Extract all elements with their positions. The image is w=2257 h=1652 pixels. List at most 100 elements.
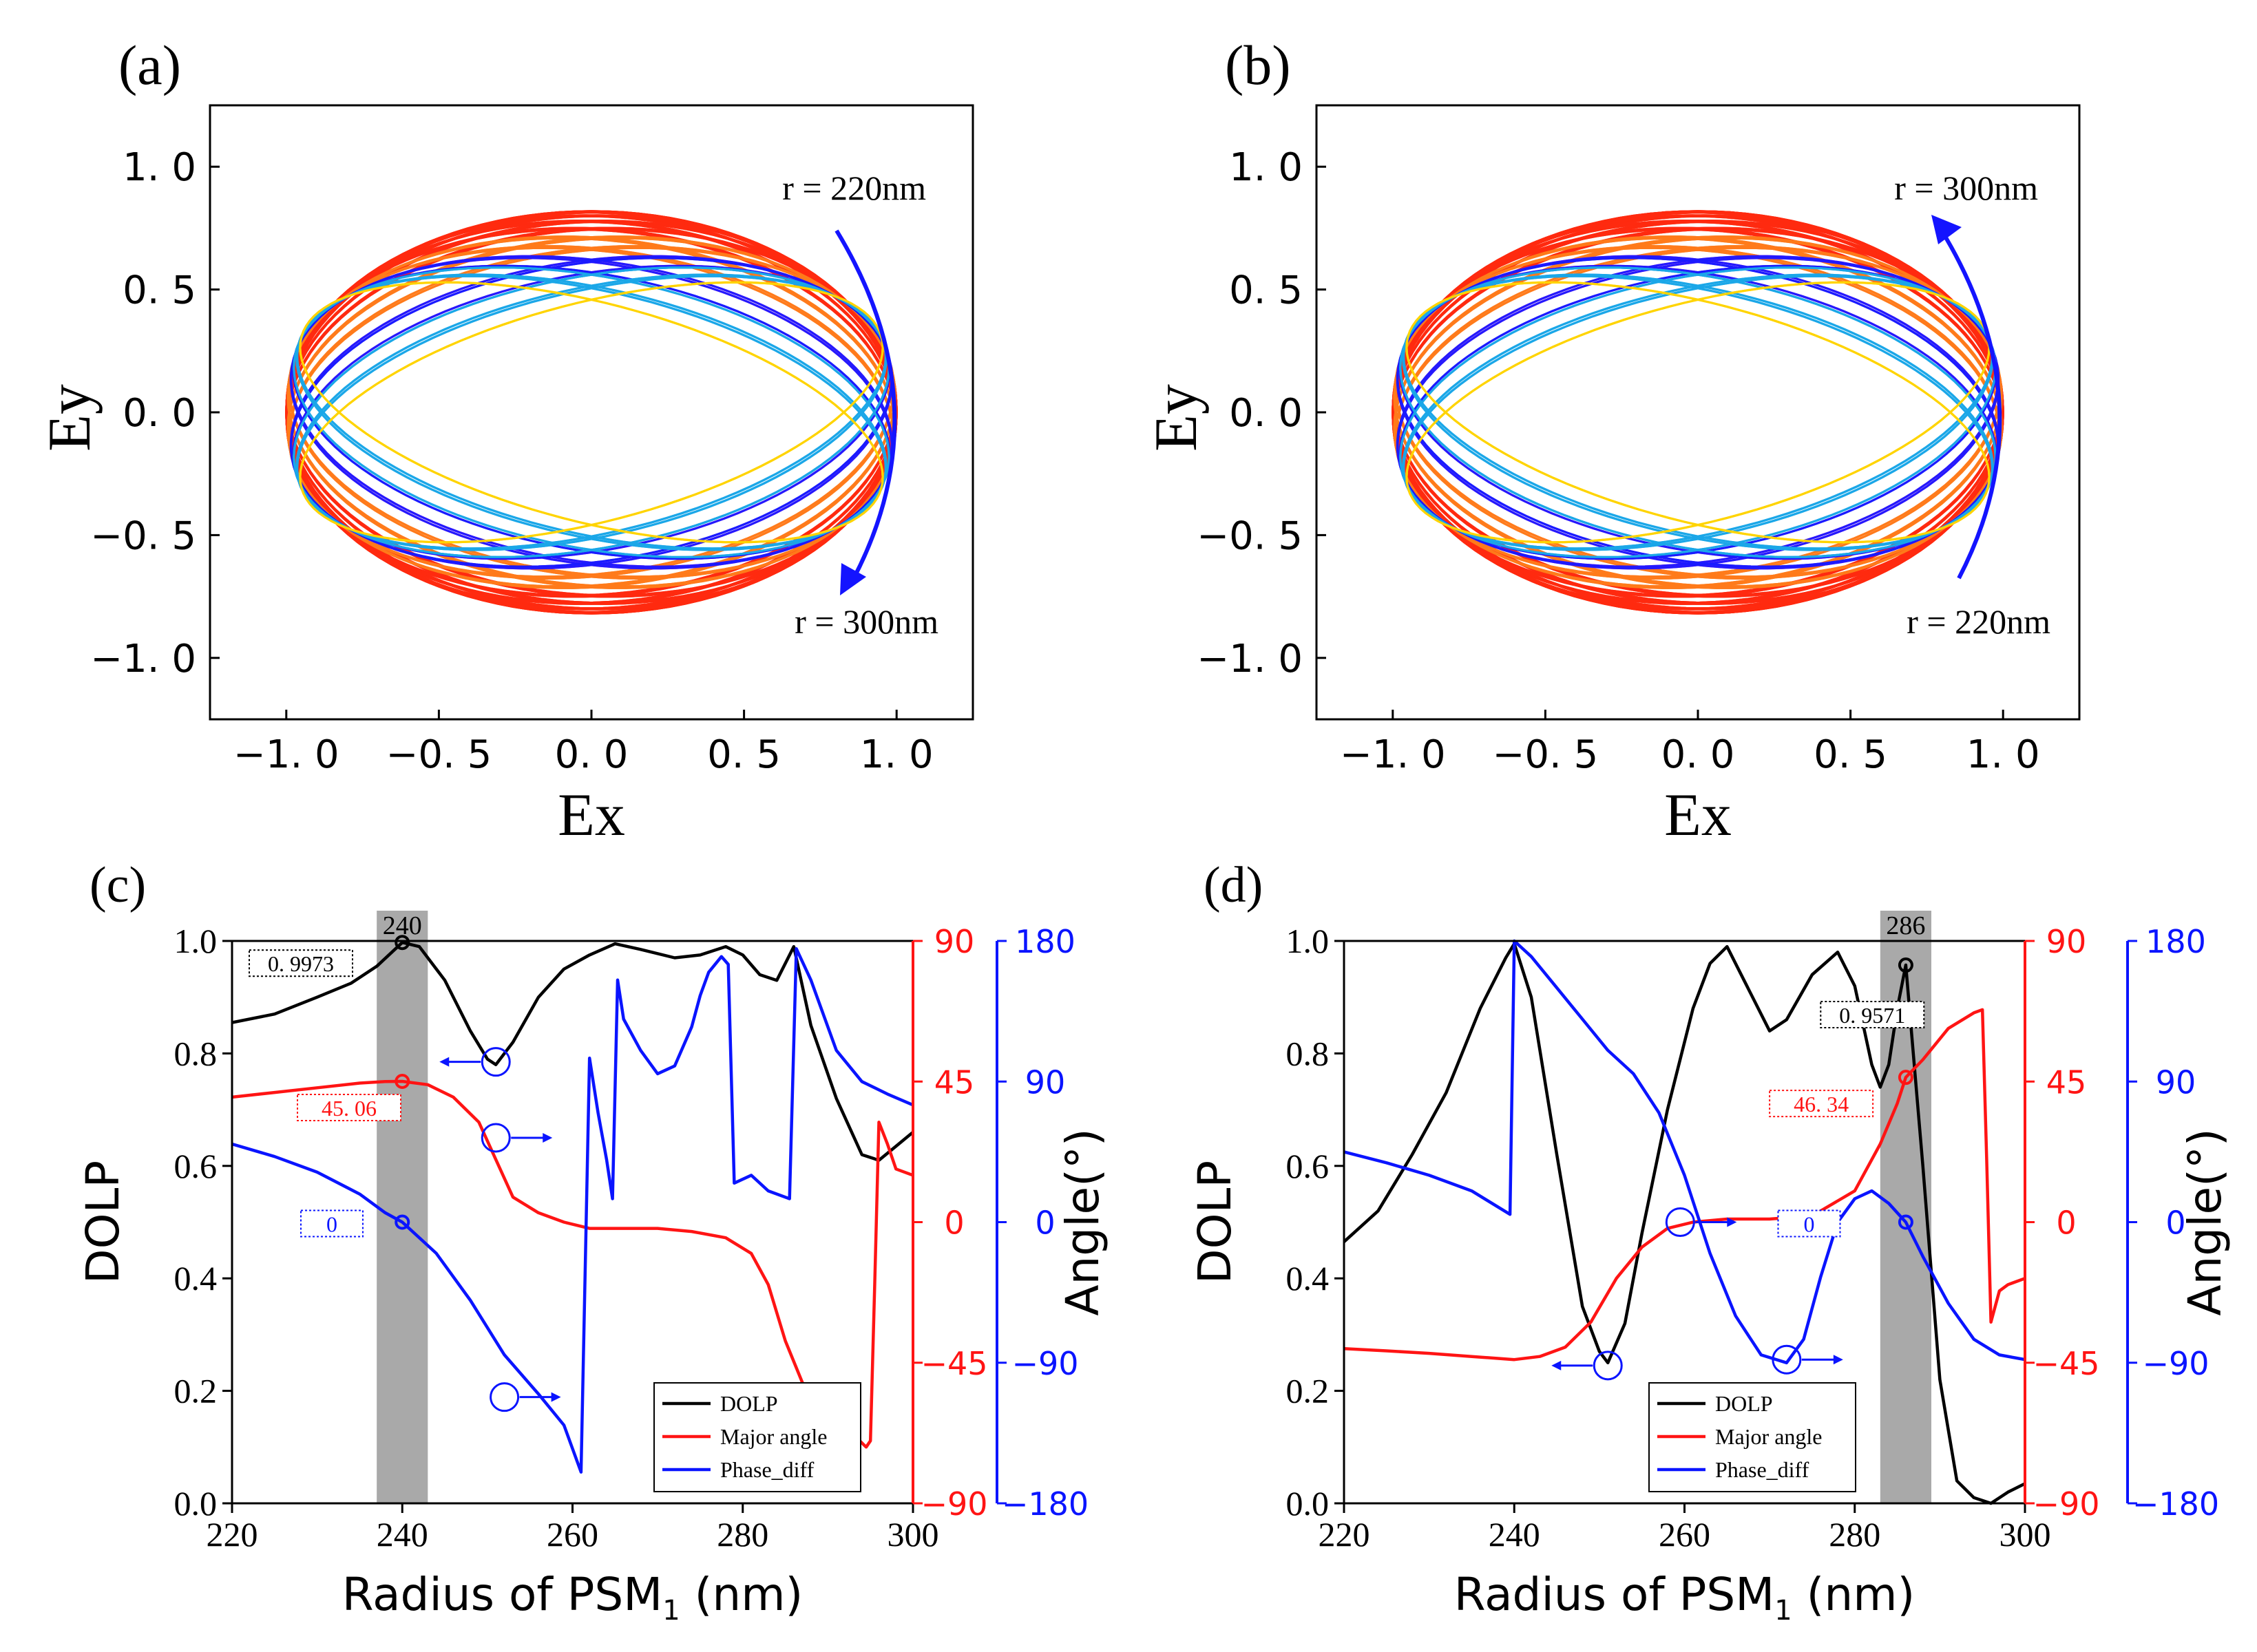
rotation-arrowhead bbox=[840, 563, 866, 595]
y-axis-label: Ey bbox=[1143, 384, 1210, 452]
blue-tick-label: 90 bbox=[1025, 1063, 1066, 1101]
dolp-callout-text: 0. 9571 bbox=[1839, 1003, 1905, 1028]
y-tick-label: −0. 5 bbox=[1197, 513, 1303, 558]
phase-marker bbox=[395, 1214, 410, 1230]
legend-entry: DOLP bbox=[720, 1391, 778, 1416]
x-tick-label: 280 bbox=[717, 1515, 768, 1554]
series-phase-diff bbox=[232, 947, 913, 1474]
left-tick-label: 0.2 bbox=[1286, 1372, 1330, 1410]
rotation-arrow bbox=[1940, 229, 2002, 580]
y-axis-label: Ey bbox=[36, 384, 103, 452]
ellipse-trace bbox=[290, 257, 893, 568]
left-tick-label: 0.8 bbox=[1286, 1034, 1330, 1072]
x-tick-label: 280 bbox=[1829, 1515, 1880, 1554]
x-axis-label-unit: (nm) bbox=[680, 1568, 804, 1621]
ellipse-trace bbox=[1396, 255, 2000, 570]
x-tick-label: 0. 0 bbox=[1661, 732, 1735, 777]
left-tick-label: 0.8 bbox=[174, 1034, 218, 1072]
radius-annotation-top: r = 300nm bbox=[1894, 169, 2038, 207]
series-phase-diff bbox=[1344, 939, 2025, 1365]
left-tick-label: 0.0 bbox=[1286, 1484, 1330, 1523]
axis-indicator-arrowhead bbox=[1551, 1360, 1562, 1370]
axis-indicator-arrowhead bbox=[551, 1392, 561, 1402]
axis-indicator-arrowhead bbox=[1833, 1355, 1843, 1365]
y-tick-label: 0. 5 bbox=[123, 268, 196, 313]
x-tick-label: 300 bbox=[1999, 1515, 2051, 1554]
ellipse-trace bbox=[1393, 237, 2003, 588]
ellipse-trace bbox=[1402, 275, 1994, 550]
red-tick-label: 90 bbox=[934, 923, 975, 960]
x-tick-label: 1. 0 bbox=[860, 732, 934, 777]
ellipse-trace bbox=[293, 266, 890, 559]
x-axis-label: Ex bbox=[1664, 782, 1732, 849]
ellipse-trace bbox=[1394, 244, 2002, 580]
x-tick-label: −1. 0 bbox=[233, 732, 339, 777]
dolp-callout-box bbox=[249, 949, 353, 977]
ellipse-trace bbox=[1396, 257, 1999, 568]
ellipse-trace bbox=[287, 244, 896, 580]
y-tick-label: 0. 0 bbox=[123, 391, 196, 436]
x-tick-label: 240 bbox=[1489, 1515, 1540, 1554]
ellipse-trace bbox=[295, 275, 888, 550]
ellipse-trace bbox=[290, 257, 893, 568]
x-tick-label: −1. 0 bbox=[1340, 732, 1446, 777]
x-axis-label-sub: 1 bbox=[662, 1595, 680, 1627]
legend-entry: Major angle bbox=[720, 1424, 828, 1449]
ellipse-trace bbox=[1399, 266, 1997, 559]
x-tick-label: 220 bbox=[1319, 1515, 1370, 1554]
left-tick-label: 0.4 bbox=[1286, 1259, 1330, 1298]
ellipse-trace bbox=[295, 273, 888, 551]
major-angle-marker bbox=[1898, 1070, 1913, 1086]
x-axis-label-sub: 1 bbox=[1774, 1595, 1792, 1627]
blue-tick-label: −180 bbox=[2132, 1485, 2219, 1523]
ellipse-trace bbox=[1402, 273, 1994, 551]
ellipse-trace bbox=[287, 244, 896, 580]
right-axis-label: Angle(°) bbox=[1056, 1128, 1109, 1315]
ellipse-trace bbox=[295, 275, 888, 550]
y-tick-label: −1. 0 bbox=[1197, 637, 1303, 681]
phase-callout-box bbox=[300, 1209, 364, 1238]
rotation-arrow bbox=[834, 229, 897, 580]
axis-indicator-circle bbox=[1593, 1351, 1623, 1381]
red-tick-label: −45 bbox=[921, 1345, 987, 1382]
ellipse-trace bbox=[1402, 273, 1994, 551]
red-tick-label: 0 bbox=[944, 1205, 964, 1242]
left-tick-label: 0.0 bbox=[174, 1484, 218, 1523]
axis-indicator-circle bbox=[490, 1382, 520, 1412]
legend-entry: DOLP bbox=[1715, 1391, 1773, 1416]
ellipse-trace bbox=[295, 273, 888, 551]
ellipse-trace bbox=[1402, 273, 1994, 551]
ellipse-trace bbox=[1396, 257, 1999, 568]
left-tick-label: 0.6 bbox=[174, 1147, 218, 1185]
panel-label: (a) bbox=[118, 34, 181, 96]
ellipse-trace bbox=[1396, 257, 1999, 568]
x-tick-label: −0. 5 bbox=[386, 732, 492, 777]
panel-label: (c) bbox=[90, 857, 146, 913]
left-tick-label: 1.0 bbox=[174, 922, 218, 960]
panel-label: (b) bbox=[1225, 34, 1291, 96]
ellipse-trace bbox=[1399, 266, 1997, 559]
ellipse-trace bbox=[289, 255, 894, 570]
ellipse-trace bbox=[290, 257, 893, 568]
panel-b: −1. 0 −0. 5 0. 0 0. 5 1. 0 1. 0 0. 5 0. 0 −0. 5 −… bbox=[1143, 34, 2081, 849]
ellipse-trace bbox=[1402, 273, 1994, 551]
highlight-band bbox=[377, 911, 428, 1503]
rotation-arrowhead bbox=[1931, 215, 1962, 244]
ellipse-trace bbox=[295, 275, 888, 550]
major-angle-callout-text: 46. 34 bbox=[1794, 1092, 1849, 1116]
red-tick-label: −90 bbox=[921, 1485, 987, 1523]
blue-tick-label: −90 bbox=[1011, 1345, 1078, 1382]
x-tick-label: 240 bbox=[377, 1515, 428, 1554]
major-angle-marker bbox=[395, 1073, 410, 1089]
y-tick-label: 0. 0 bbox=[1229, 391, 1303, 436]
ellipse-trace bbox=[287, 244, 896, 580]
ellipse-trace bbox=[1394, 244, 2002, 580]
panel-a: −1. 0 −0. 5 0. 0 0. 5 1. 0 1. 0 0. 5 0. 0 −0. 5 −… bbox=[36, 34, 974, 849]
x-tick-label: 260 bbox=[547, 1515, 598, 1554]
red-tick-label: 0 bbox=[2056, 1205, 2076, 1242]
radius-annotation-bottom: r = 220nm bbox=[1907, 602, 2050, 641]
left-tick-label: 0.4 bbox=[174, 1259, 218, 1298]
phase-callout-text: 0 bbox=[1803, 1212, 1814, 1237]
ellipse-trace bbox=[1396, 255, 2000, 570]
